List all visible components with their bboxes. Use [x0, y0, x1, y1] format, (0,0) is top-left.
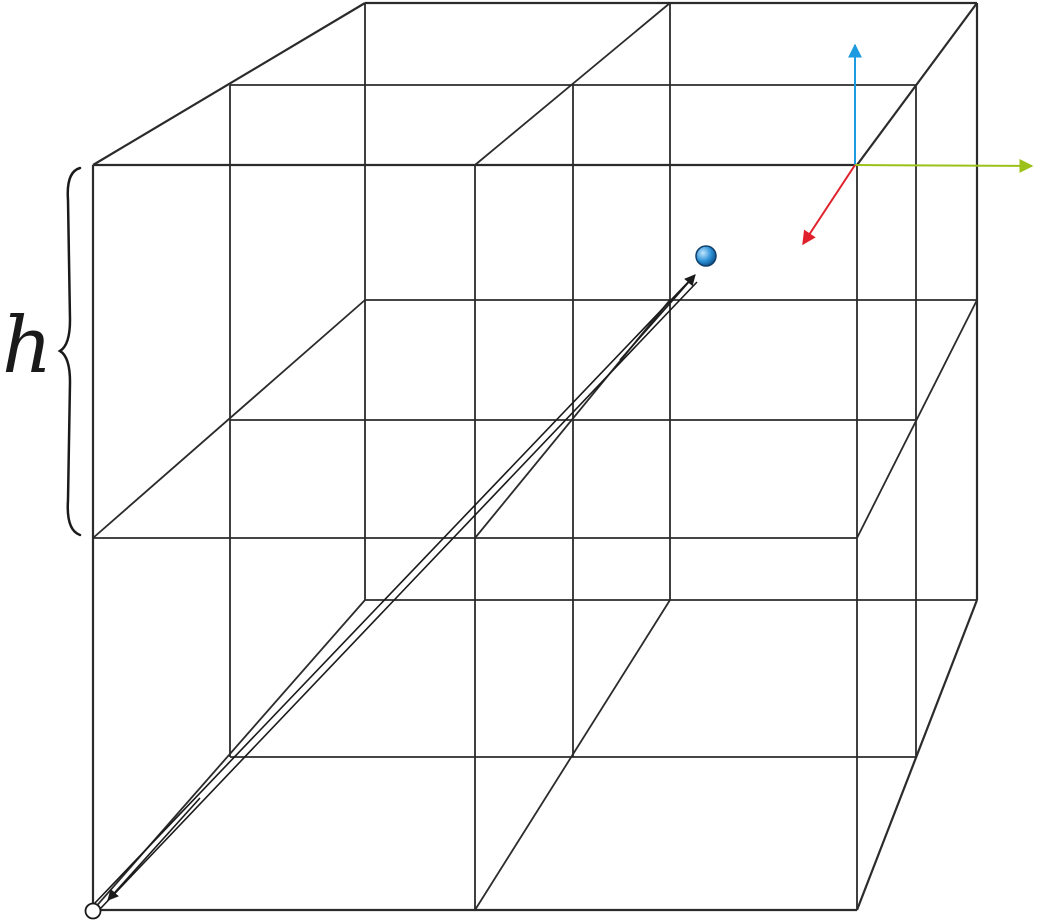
middle-layer-grid [229, 84, 917, 758]
coordinate-axes [802, 43, 1034, 246]
axis-diagonal-arrow [802, 164, 856, 246]
arrow-to-origin [107, 797, 201, 901]
displacement-vector [93, 274, 698, 910]
depth-connectors [92, 2, 979, 911]
origin-point [84, 902, 102, 920]
axis-right-arrow [854, 158, 1034, 173]
height-brace [57, 166, 82, 537]
arrow-to-particle [619, 274, 696, 361]
height-label: h [2, 301, 52, 391]
particle-point [695, 245, 717, 267]
